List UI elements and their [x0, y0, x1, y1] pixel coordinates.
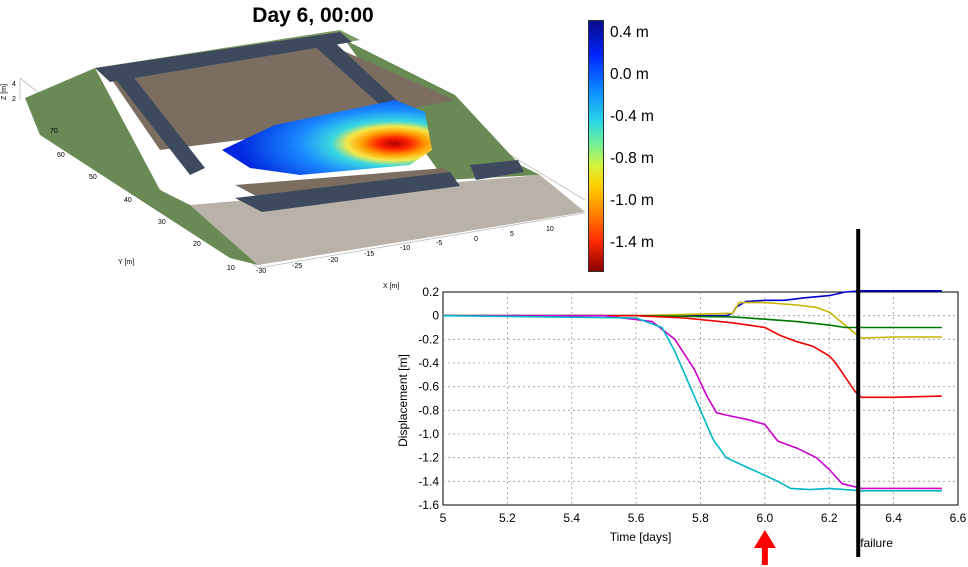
terrain-z-tick: 2 [12, 96, 16, 103]
terrain-x-tick: -10 [400, 245, 410, 252]
x-tick-label: 6.4 [885, 511, 902, 525]
terrain-y-tick: 40 [124, 197, 132, 204]
arrow-shaft [761, 547, 768, 565]
terrain-levee-outer [25, 68, 258, 265]
terrain-x-tick: -15 [364, 251, 374, 258]
terrain-y-tick: 10 [227, 265, 235, 272]
terrain-z-ticks: 4 2 [12, 81, 16, 103]
x-tick-label: 5.6 [628, 511, 645, 525]
terrain-y-tick: 30 [158, 219, 166, 226]
terrain-dam-front [235, 172, 460, 212]
terrain-y-label: Y [m] [118, 259, 134, 266]
terrain-x-tick: -30 [256, 268, 266, 275]
x-tick-label: 6.0 [757, 511, 774, 525]
terrain-x-tick: -20 [328, 257, 338, 264]
terrain-displacement-patch [222, 100, 432, 175]
terrain-y-ticks: 70 60 50 40 30 20 10 [50, 128, 235, 272]
terrain-y-tick: 70 [50, 128, 58, 135]
y-tick-label: -0.4 [418, 356, 439, 370]
series-line [443, 314, 942, 329]
x-tick-label: 5.8 [692, 511, 709, 525]
time-marker-arrow [753, 530, 776, 565]
terrain-x-tick: 10 [546, 226, 554, 233]
x-tick-label: 6.2 [821, 511, 838, 525]
y-tick-label: -1.6 [418, 498, 439, 512]
x-tick-label: 5.2 [499, 511, 516, 525]
colorbar [588, 20, 604, 272]
terrain-dam-mid [310, 38, 405, 112]
y-tick-label: -1.2 [418, 451, 439, 465]
terrain-dam-left [110, 70, 205, 175]
y-tick-label: -1.4 [418, 474, 439, 488]
y-tick-label: -0.6 [418, 380, 439, 394]
plot-title: Day 6, 00:00 [252, 4, 374, 27]
colorbar-label: -0.4 m [610, 108, 654, 125]
y-tick-label: -0.2 [418, 332, 439, 346]
colorbar-label: 0.4 m [610, 24, 649, 41]
colorbar-label: -1.0 m [610, 192, 654, 209]
terrain-z-label: Z [m] [1, 84, 8, 100]
terrain-z-tick: 4 [12, 81, 16, 88]
y-tick-label: 0.2 [422, 285, 439, 299]
terrain-x-ticks: -30 -25 -20 -15 -10 -5 0 5 10 [256, 226, 554, 275]
y-tick-label: -0.8 [418, 403, 439, 417]
terrain-y-tick: 60 [57, 152, 65, 159]
terrain-field-front [235, 168, 455, 198]
terrain-x-label: X [m] [383, 283, 399, 290]
terrain-y-tick: 50 [89, 174, 97, 181]
terrain-x-tick: 5 [510, 231, 514, 238]
series-line [443, 301, 942, 339]
terrain-dam-top [95, 32, 352, 82]
terrain-x-tick: 0 [474, 236, 478, 243]
y-axis-label: Displacement [m] [396, 354, 410, 447]
terrain-field-back [112, 45, 455, 150]
series-line [443, 314, 942, 490]
failure-label: failure [860, 536, 893, 550]
y-tick-label: 0 [432, 309, 439, 323]
axis-ticks: 5 5.2 5.4 5.6 5.8 6.0 6.2 6.4 6.6 0.2 0 -0.2 -0.4 -0.… [418, 285, 966, 525]
x-tick-label: 6.6 [950, 511, 967, 525]
colorbar-label: 0.0 m [610, 66, 649, 83]
colorbar-label: -0.8 m [610, 150, 654, 167]
arrow-head [753, 530, 776, 548]
terrain-y-tick: 20 [193, 241, 201, 248]
terrain-dam-right [470, 160, 524, 180]
terrain-x-tick: -25 [292, 263, 302, 270]
x-axis-label: Time [days] [610, 530, 672, 544]
terrain-x-tick: -5 [436, 240, 442, 247]
series-line [442, 314, 942, 492]
y-tick-label: -1.0 [418, 427, 439, 441]
colorbar-label: -1.4 m [610, 234, 654, 251]
x-tick-label: 5.4 [563, 511, 580, 525]
x-tick-label: 5 [440, 511, 447, 525]
